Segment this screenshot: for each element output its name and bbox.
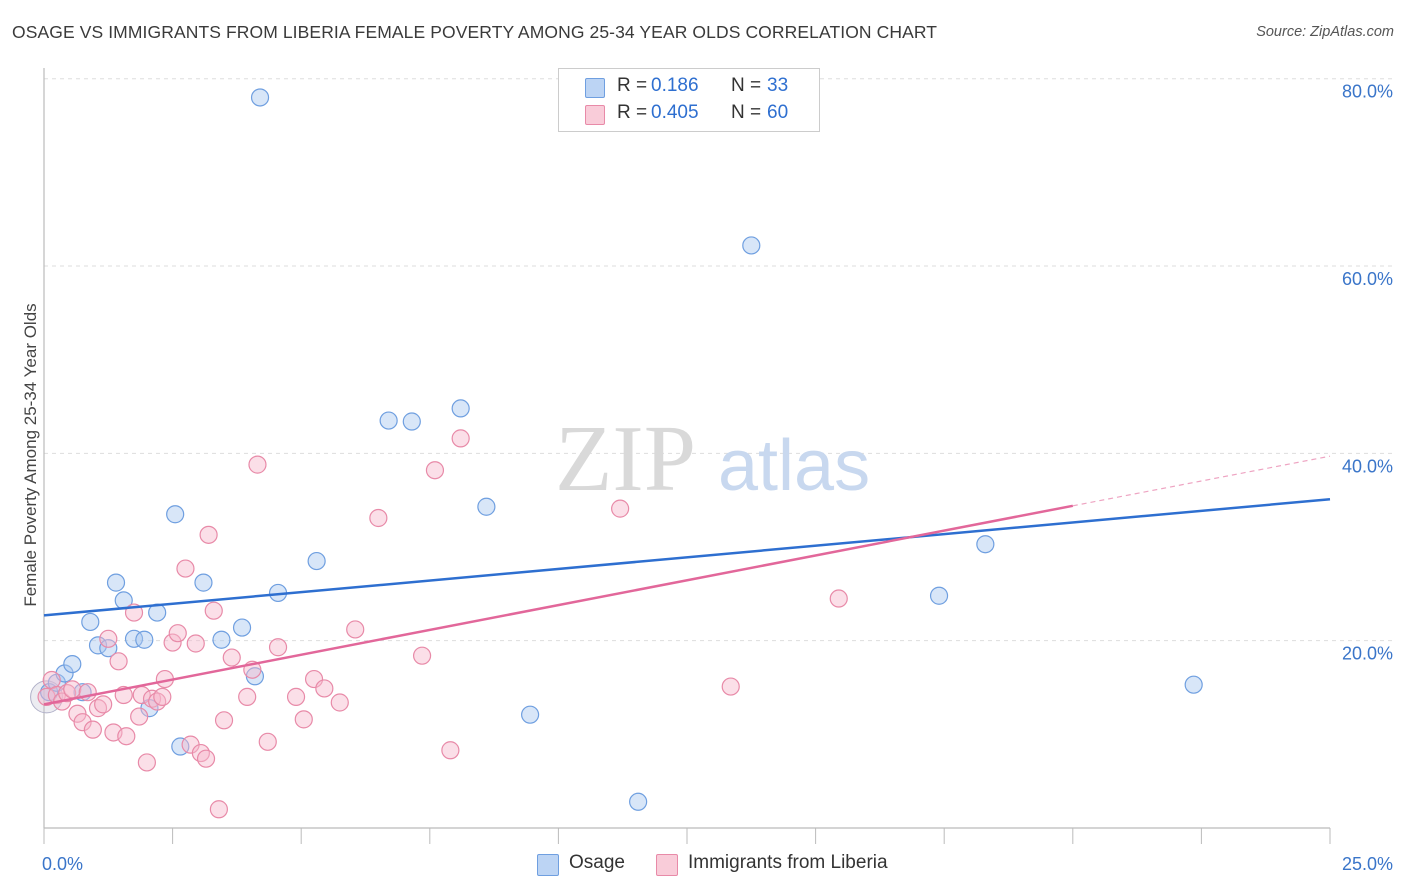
liberia-n-value: 60 [767, 102, 789, 123]
liberia-point [176, 559, 195, 578]
liberia-point [611, 499, 630, 518]
liberia-r-value: 0.405 [651, 102, 699, 123]
bottom-osage-label: Osage [569, 852, 625, 873]
liberia-point [214, 711, 234, 730]
liberia-point [163, 633, 182, 652]
y-tick-label: 60.0% [1342, 269, 1393, 289]
osage-point [521, 705, 540, 724]
liberia-point [168, 624, 187, 643]
osage-point [402, 412, 421, 431]
bottom-liberia-label: Immigrants from Liberia [688, 852, 888, 873]
osage-point [976, 535, 995, 554]
osage-point [477, 497, 496, 516]
osage-point [1184, 675, 1203, 694]
osage-point [194, 573, 213, 592]
liberia-point [204, 601, 223, 620]
liberia-point [829, 589, 848, 608]
liberia-trend-line [43, 504, 1074, 706]
y-tick-label: 80.0% [1342, 82, 1393, 102]
liberia-point [412, 646, 432, 665]
x-tick-label: 25.0% [1342, 854, 1393, 874]
y-tick-label: 20.0% [1342, 644, 1393, 664]
osage-point [250, 88, 270, 107]
liberia-point [130, 707, 149, 726]
liberia-n-label: N = [731, 102, 762, 123]
liberia-point [137, 753, 156, 772]
bottom-osage-swatch [537, 854, 559, 876]
osage-point [379, 411, 398, 430]
liberia-point [268, 638, 288, 657]
osage-point [451, 399, 470, 418]
osage-r-label: R = [617, 75, 648, 96]
liberia-trend-extension [1072, 455, 1331, 507]
liberia-point [153, 687, 172, 706]
liberia-point [99, 629, 118, 648]
osage-point [742, 236, 761, 255]
liberia-point [117, 727, 136, 746]
osage-swatch [585, 78, 605, 98]
osage-n-value: 33 [767, 75, 789, 96]
liberia-point [441, 741, 460, 760]
osage-point [99, 639, 118, 658]
correlation-legend: R = 0.186 N = 33 R = 0.405 N = 60 [558, 68, 820, 132]
liberia-point [83, 720, 102, 739]
liberia-point [286, 687, 306, 706]
liberia-point [222, 648, 241, 667]
osage-point [212, 630, 231, 649]
osage-trend-line [43, 498, 1331, 617]
osage-point [629, 792, 648, 811]
y-tick-label: 40.0% [1342, 456, 1393, 476]
osage-point [166, 505, 185, 524]
liberia-point [73, 713, 92, 732]
source-credit: Source: ZipAtlas.com [1256, 24, 1394, 40]
liberia-point [315, 679, 334, 698]
liberia-point [425, 461, 445, 480]
osage-point [135, 630, 154, 649]
liberia-point [238, 687, 257, 706]
liberia-swatch [585, 105, 605, 125]
osage-point [63, 654, 82, 674]
bottom-liberia-swatch [656, 854, 678, 876]
liberia-point [94, 695, 113, 714]
watermark-atlas: atlas [718, 426, 870, 506]
y-axis-title: Female Poverty Among 25-34 Year Olds [21, 303, 40, 606]
osage-point [106, 573, 126, 592]
liberia-point [346, 620, 365, 639]
osage-point [929, 586, 949, 605]
liberia-point [191, 743, 210, 763]
watermark-zip: ZIP [555, 407, 696, 511]
liberia-point [721, 677, 740, 696]
liberia-point [294, 710, 313, 729]
osage-point [307, 551, 326, 571]
osage-point [232, 618, 252, 637]
chart-title: OSAGE VS IMMIGRANTS FROM LIBERIA FEMALE … [12, 22, 938, 42]
liberia-point [109, 652, 128, 671]
liberia-point [248, 455, 267, 474]
liberia-point [196, 749, 216, 768]
osage-r-value: 0.186 [651, 75, 699, 96]
osage-n-label: N = [731, 75, 762, 96]
liberia-point [330, 693, 349, 712]
liberia-point [63, 680, 82, 699]
osage-point [81, 612, 100, 632]
liberia-point [186, 634, 205, 653]
liberia-point [451, 429, 470, 448]
x-tick-label: 0.0% [42, 854, 83, 874]
liberia-r-label: R = [617, 102, 648, 123]
liberia-point [199, 525, 218, 544]
liberia-point [369, 508, 388, 528]
liberia-point [209, 800, 228, 819]
liberia-point [258, 732, 277, 751]
osage-point [88, 636, 108, 655]
